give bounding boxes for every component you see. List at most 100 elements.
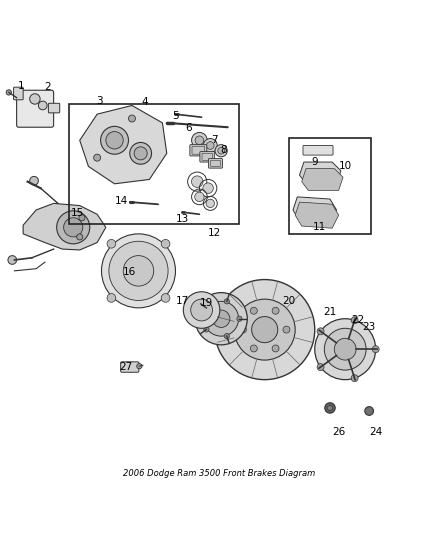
Circle shape [365,407,374,415]
Text: 17: 17 [175,296,189,306]
Circle shape [283,326,290,333]
Circle shape [30,94,40,104]
Text: 5: 5 [172,111,179,122]
Circle shape [79,215,85,221]
Circle shape [372,346,379,353]
Circle shape [251,308,257,314]
FancyBboxPatch shape [17,90,53,127]
Circle shape [64,218,83,237]
Circle shape [191,133,207,148]
Text: 2: 2 [44,82,50,92]
Polygon shape [295,202,339,228]
Circle shape [204,327,209,332]
FancyBboxPatch shape [303,146,333,155]
Circle shape [195,136,204,144]
Circle shape [191,176,203,188]
Circle shape [77,234,83,240]
Circle shape [39,101,47,110]
Text: 6: 6 [185,123,192,133]
Circle shape [161,239,170,248]
Circle shape [161,294,170,302]
Text: 14: 14 [114,196,128,206]
Polygon shape [300,162,341,184]
Circle shape [30,176,39,185]
Text: 27: 27 [119,362,132,373]
Circle shape [102,234,176,308]
Circle shape [324,328,366,370]
Circle shape [94,154,101,161]
Text: 4: 4 [142,97,148,107]
Circle shape [130,142,152,164]
Polygon shape [80,106,167,184]
Circle shape [272,345,279,352]
Circle shape [240,326,247,333]
Text: 9: 9 [311,157,318,167]
Circle shape [6,90,11,95]
Text: 3: 3 [96,96,102,106]
Polygon shape [293,197,336,223]
FancyBboxPatch shape [208,158,223,168]
Circle shape [107,294,116,302]
Circle shape [251,345,257,352]
Circle shape [204,305,209,311]
Circle shape [215,144,227,157]
Circle shape [206,142,214,149]
Text: 12: 12 [208,228,221,238]
Text: 21: 21 [323,307,337,317]
Circle shape [272,308,279,314]
Text: 11: 11 [312,222,326,232]
Circle shape [203,183,213,193]
Circle shape [8,256,17,264]
Text: 26: 26 [332,427,345,437]
Circle shape [206,199,215,207]
Circle shape [315,319,376,379]
Circle shape [203,139,217,152]
FancyBboxPatch shape [48,103,60,113]
Circle shape [57,211,90,244]
Text: 1: 1 [18,81,24,91]
Text: 20: 20 [282,296,295,306]
Circle shape [134,147,147,160]
Circle shape [215,279,315,379]
Circle shape [107,239,116,248]
Circle shape [212,310,230,327]
FancyBboxPatch shape [190,144,207,156]
Circle shape [351,375,358,382]
Circle shape [224,298,230,304]
Circle shape [128,115,135,122]
Circle shape [218,148,225,154]
FancyBboxPatch shape [120,362,139,372]
Text: 22: 22 [352,314,365,325]
Circle shape [204,301,239,336]
Circle shape [351,317,358,324]
Circle shape [109,241,168,301]
Text: 24: 24 [369,427,382,437]
Circle shape [224,334,230,339]
Text: 19: 19 [199,298,212,309]
Text: 23: 23 [363,322,376,333]
Text: 2006 Dodge Ram 3500 Front Brakes Diagram: 2006 Dodge Ram 3500 Front Brakes Diagram [123,469,315,478]
Circle shape [325,403,335,413]
Circle shape [106,132,123,149]
Text: 7: 7 [212,135,218,146]
Circle shape [317,364,324,370]
Circle shape [184,292,220,328]
Bar [69,104,239,224]
Circle shape [234,299,295,360]
Circle shape [123,256,154,286]
Bar [289,138,371,234]
Text: 16: 16 [123,266,136,277]
Text: 8: 8 [220,145,226,155]
Circle shape [327,405,332,410]
Circle shape [137,364,142,369]
Circle shape [334,338,356,360]
Circle shape [237,316,242,321]
FancyBboxPatch shape [14,87,23,100]
Text: 15: 15 [71,208,84,219]
Circle shape [195,293,247,345]
Polygon shape [302,168,343,190]
Circle shape [252,317,278,343]
Text: 10: 10 [339,161,352,172]
Circle shape [191,299,212,321]
Text: 13: 13 [175,214,189,224]
